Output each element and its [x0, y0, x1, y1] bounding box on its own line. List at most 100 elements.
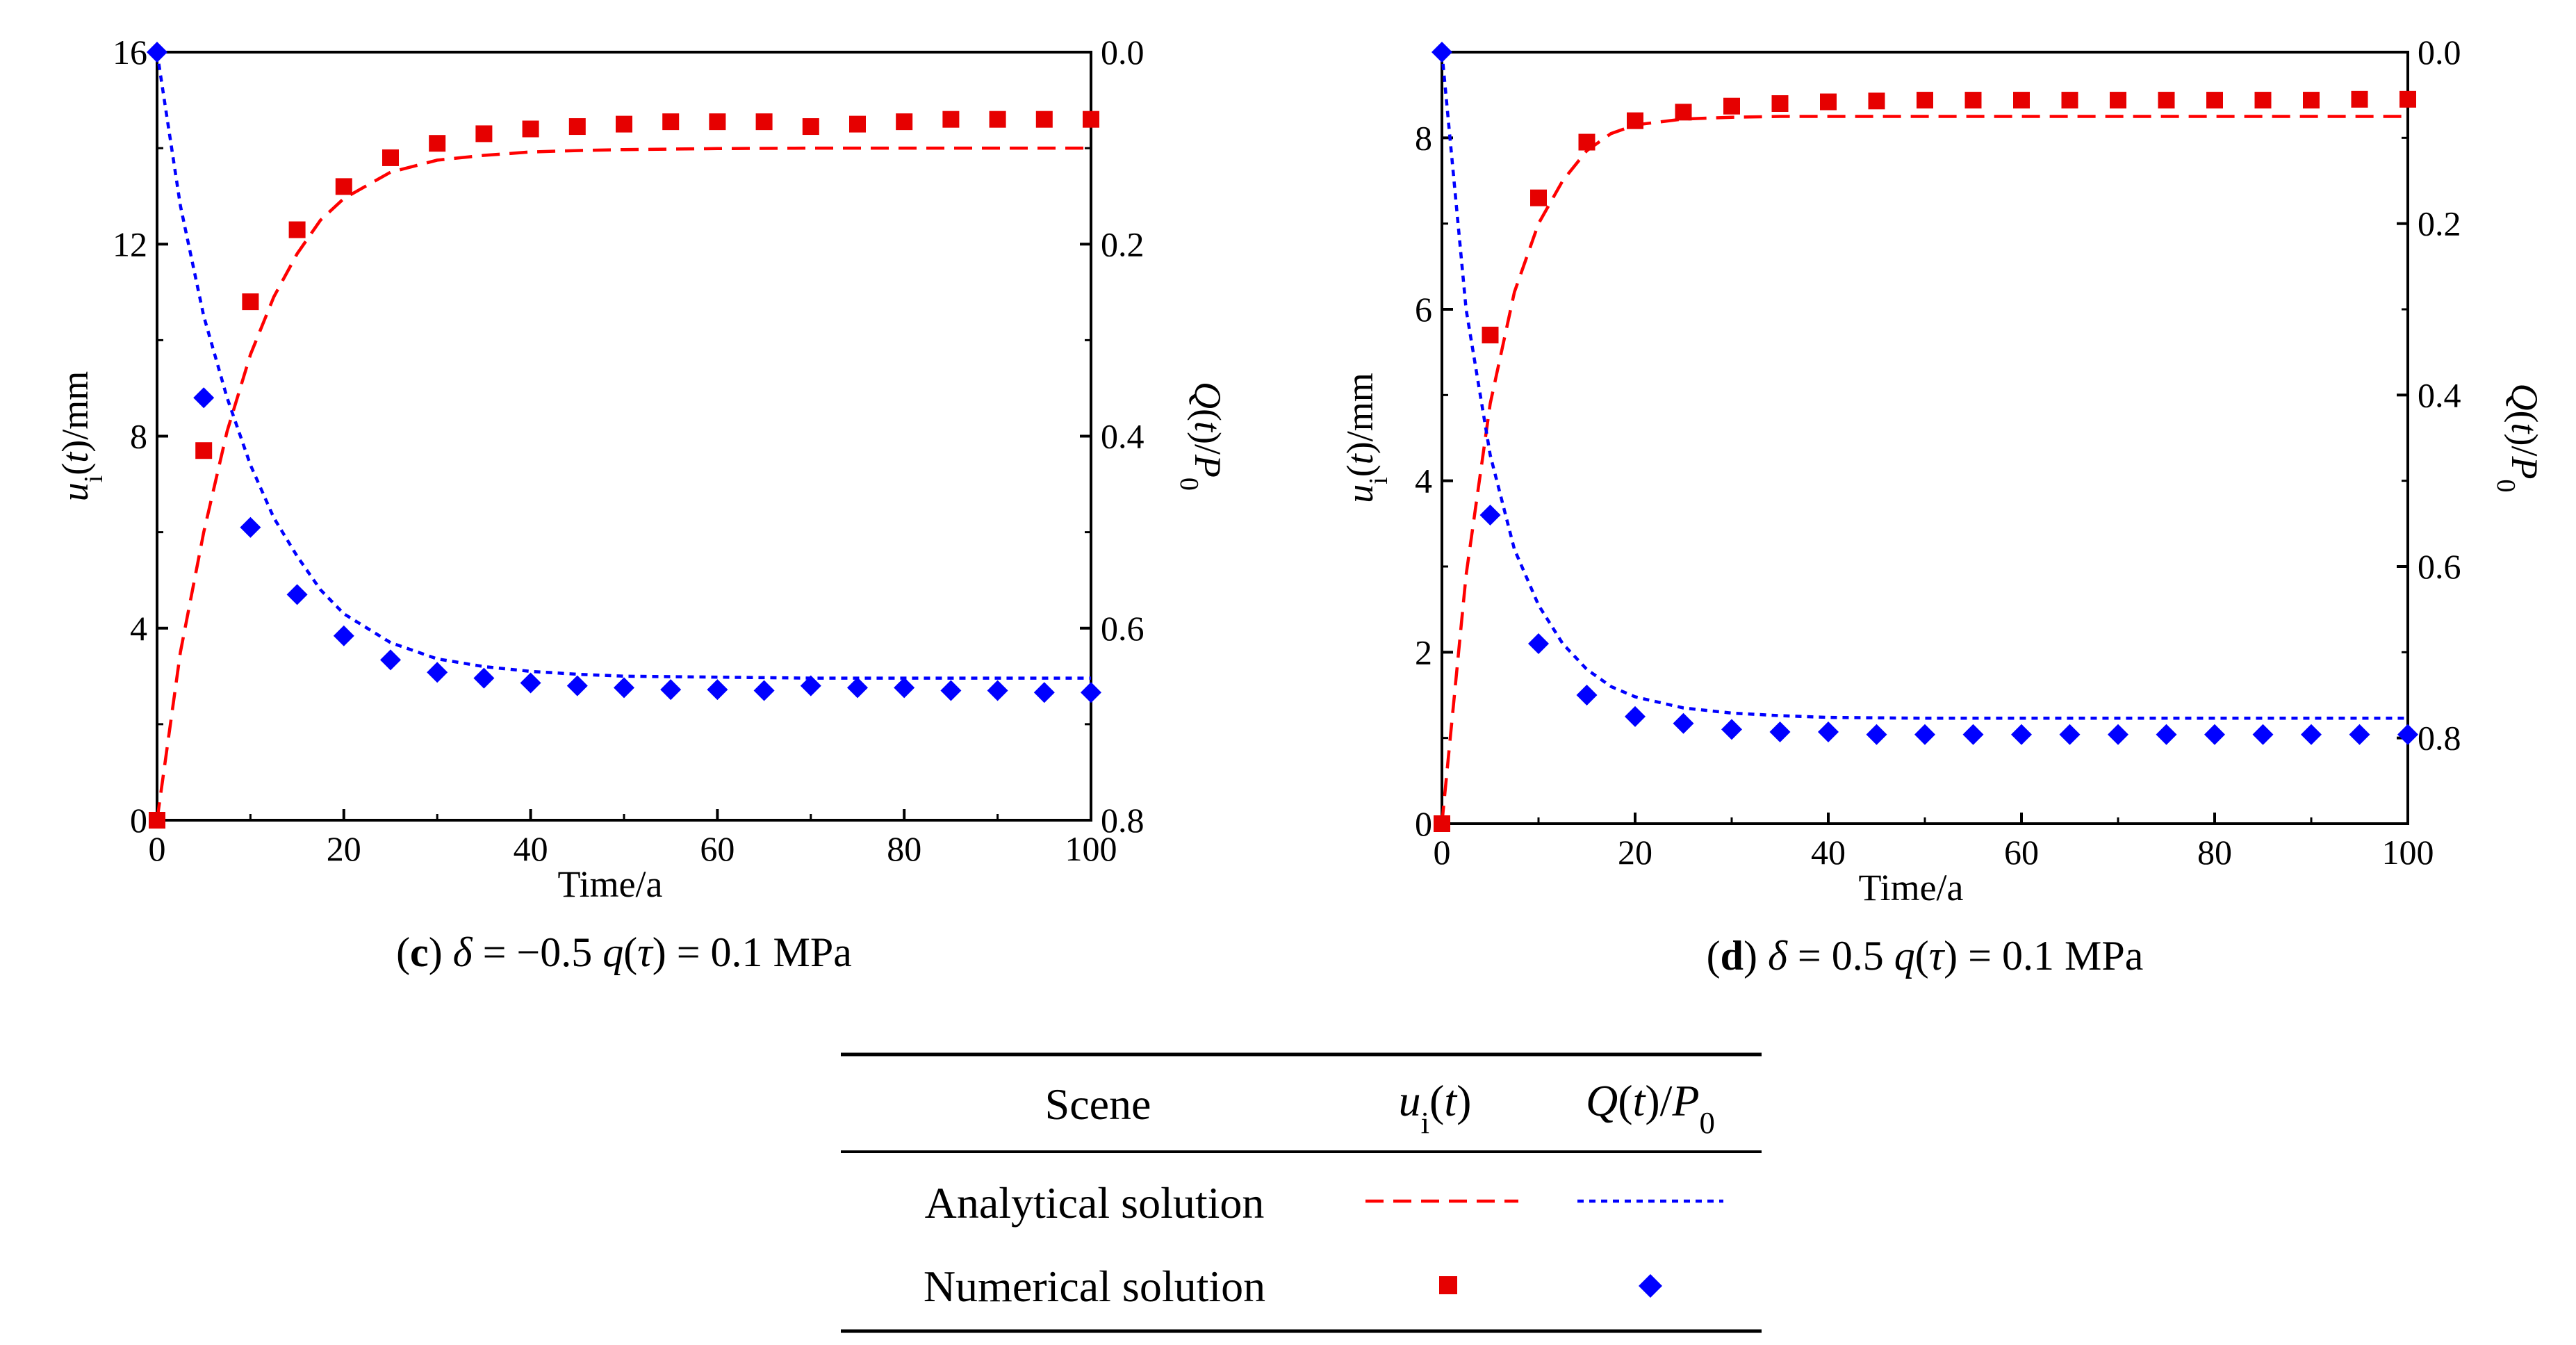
y2-tick-label: 0.6	[1101, 609, 1145, 648]
numerical-q-point	[1081, 682, 1101, 703]
numerical-q-point	[427, 662, 448, 683]
numerical-u-point	[2254, 92, 2272, 109]
y2-tick-label: 0.0	[1101, 33, 1145, 72]
numerical-q-point	[380, 649, 401, 671]
numerical-u-point	[709, 113, 726, 131]
numerical-u-point	[1917, 92, 1933, 109]
x-tick-label: 60	[700, 829, 735, 868]
numerical-q-point	[2301, 724, 2322, 745]
numerical-u-point	[1771, 95, 1789, 112]
y-tick-label: 4	[130, 609, 147, 648]
numerical-u-point	[335, 178, 352, 195]
x-tick-label: 60	[2004, 833, 2039, 872]
numerical-u-point	[942, 111, 960, 128]
header-q: Q(t)/P0	[1586, 1076, 1715, 1140]
numerical-q-point	[2011, 724, 2032, 745]
numerical-q-point	[240, 516, 261, 538]
y2-tick-label: 0.4	[1101, 417, 1145, 456]
numerical-q-point	[987, 680, 1008, 701]
numerical-u-point	[802, 118, 819, 136]
analytical-u-line	[1440, 115, 2408, 824]
numerical-q-point	[193, 387, 215, 409]
legend-numerical-u-marker	[1439, 1276, 1457, 1294]
numerical-q-point	[1818, 722, 1839, 743]
numerical-q-point	[2252, 724, 2274, 745]
numerical-q-point	[1576, 685, 1598, 706]
analytical-u-line	[155, 146, 1091, 821]
numerical-u-point	[149, 812, 165, 829]
numerical-u-point	[2061, 92, 2078, 109]
y2-axis-title: Q(t)/P0	[1174, 382, 1229, 491]
numerical-q-point	[1479, 505, 1501, 525]
panel-caption: (c) δ = −0.5 q(τ) = 0.1 MPa	[396, 929, 852, 975]
x-tick-label: 100	[1065, 829, 1117, 868]
x-tick-label: 20	[1618, 833, 1652, 872]
numerical-u-point	[288, 221, 306, 238]
x-axis-title: Time/a	[1858, 867, 1963, 908]
numerical-q-point	[1721, 719, 1742, 740]
analytical-q-line	[1440, 51, 2408, 720]
numerical-u-point	[1868, 92, 1885, 110]
plot-frame	[1441, 51, 2409, 825]
numerical-q-point	[1914, 724, 1935, 745]
row-numerical-label: Numerical solution	[924, 1262, 1265, 1311]
numerical-u-point	[2399, 90, 2416, 108]
numerical-q-point	[566, 675, 588, 696]
numerical-u-point	[2351, 90, 2368, 108]
numerical-u-point	[195, 442, 213, 459]
numerical-u-point	[1482, 327, 1499, 343]
y2-tick-label: 0.6	[2418, 547, 2461, 586]
y2-tick-label: 0.8	[1101, 801, 1145, 840]
numerical-u-point	[989, 111, 1006, 128]
numerical-q-point	[1625, 706, 1646, 727]
numerical-q-point	[1866, 724, 1887, 745]
numerical-q-point	[753, 680, 775, 701]
numerical-u-point	[1434, 815, 1450, 832]
numerical-q-point	[520, 672, 541, 694]
x-tick-label: 80	[887, 829, 921, 868]
header-u: ui(t)	[1399, 1076, 1472, 1140]
y2-tick-label: 0.0	[2418, 33, 2461, 72]
numerical-u-point	[1083, 111, 1099, 128]
numerical-u-point	[1723, 97, 1740, 115]
numerical-u-point	[1675, 104, 1692, 121]
x-tick-label: 40	[514, 829, 548, 868]
x-tick-label: 80	[2197, 833, 2232, 872]
numerical-q-point	[800, 675, 821, 696]
numerical-q-point	[473, 667, 495, 689]
numerical-q-point	[1431, 42, 1452, 63]
y2-tick-label: 0.2	[1101, 225, 1145, 263]
numerical-u-point	[382, 149, 399, 166]
y-axis-title: ui(t)/mm	[54, 371, 108, 502]
y2-tick-label: 0.4	[2418, 375, 2461, 414]
y-tick-label: 2	[1415, 633, 1432, 671]
numerical-q-point	[2349, 724, 2370, 745]
x-tick-label: 0	[1434, 833, 1451, 872]
numerical-q-point	[894, 677, 915, 699]
y-tick-label: 6	[1415, 290, 1432, 329]
numerical-u-point	[522, 120, 539, 138]
numerical-u-point	[662, 113, 680, 131]
numerical-u-point	[2206, 92, 2223, 109]
header-scene: Scene	[1045, 1079, 1151, 1129]
panel-d-chart: 0 20 40 60 80 100 0 2 4 6 8 0.0 0.2 0.4 0.6 0.8 Time/a ui…	[1339, 33, 2545, 979]
legend-table: Scene ui(t) Q(t)/P0 Analytical solution Nume…	[841, 1052, 1762, 1333]
numerical-u-point	[1820, 93, 1837, 111]
numerical-q-point	[2108, 724, 2128, 745]
y-tick-label: 4	[1415, 462, 1432, 500]
numerical-q-point	[2156, 724, 2177, 745]
numerical-q-point	[614, 677, 634, 699]
x-tick-label: 20	[327, 829, 361, 868]
x-axis-title: Time/a	[557, 863, 662, 905]
numerical-q-point	[286, 584, 308, 605]
y2-tick-label: 0.8	[2418, 719, 2461, 758]
y-tick-label: 16	[113, 33, 147, 72]
panel-c-chart: 0 20 40 60 80 100 0 4 8 12 16 0.0 0.2 0.4 0.6 0.8 Time/a…	[54, 33, 1229, 975]
y-tick-label: 0	[1415, 804, 1432, 843]
numerical-u-point	[475, 125, 493, 142]
numerical-q-point	[2397, 724, 2418, 745]
numerical-q-point	[2204, 724, 2225, 745]
numerical-q-point	[1769, 722, 1791, 743]
numerical-u-point	[568, 118, 586, 136]
y-axis-title: ui(t)/mm	[1339, 373, 1393, 503]
